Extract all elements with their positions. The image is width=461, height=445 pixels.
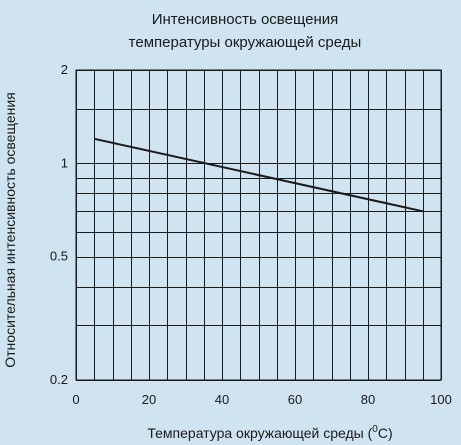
x-tick-label: 40 xyxy=(215,392,229,407)
x-tick-label: 80 xyxy=(361,392,375,407)
x-tick-label: 20 xyxy=(142,392,156,407)
y-tick-label: 0.5 xyxy=(50,249,68,264)
x-tick-label: 0 xyxy=(72,392,79,407)
grid xyxy=(76,70,442,381)
y-tick-label: 1 xyxy=(61,155,68,170)
x-axis-ticks: 0 20 40 60 80 100 xyxy=(72,392,451,407)
x-axis-label-unit: C) xyxy=(378,425,393,441)
y-tick-label: 2 xyxy=(61,62,68,77)
x-axis-label: Температура окружающей среды (0C) xyxy=(147,424,392,441)
x-tick-label: 100 xyxy=(430,392,452,407)
x-axis-label-sup: 0 xyxy=(372,424,378,435)
y-axis-label: Относительная интенсивность освещения xyxy=(2,92,18,368)
y-axis-ticks: 0.2 0.5 1 2 xyxy=(50,62,68,387)
x-axis-label-text: Температура окружающей среды ( xyxy=(147,425,372,441)
plot-frame xyxy=(75,69,442,381)
x-tick-label: 60 xyxy=(288,392,302,407)
y-tick-label: 0.2 xyxy=(50,372,68,387)
chart-title-line-2: температуры окружающей среды xyxy=(129,34,362,51)
series-line xyxy=(94,137,424,213)
chart-title-line-1: Интенсивность освещения xyxy=(152,11,339,28)
chart-title: Интенсивность освещения температуры окру… xyxy=(129,11,362,51)
series-layer xyxy=(94,137,424,213)
